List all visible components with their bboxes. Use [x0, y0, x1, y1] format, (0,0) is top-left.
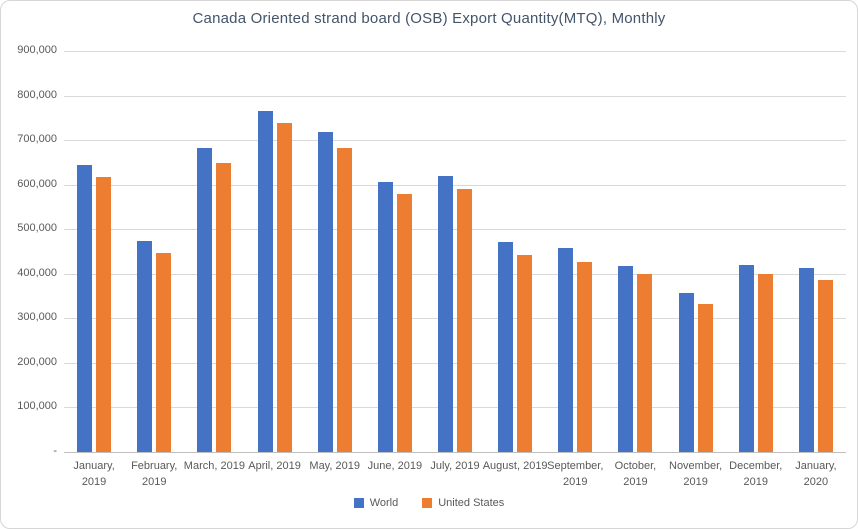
legend-item-united-states: United States	[422, 497, 504, 509]
bar-world-3	[257, 111, 273, 452]
x-axis-category-label: February, 2019	[131, 460, 178, 488]
x-axis-category-label: November, 2019	[669, 460, 723, 488]
y-axis-tick-label: 500,000	[17, 222, 57, 235]
x-axis-category-label: December, 2019	[729, 460, 783, 488]
gridline	[64, 273, 846, 275]
bar-united-states-6	[457, 189, 472, 452]
bar-united-states-9	[637, 273, 653, 452]
bar-world-2	[197, 147, 213, 452]
gridline	[64, 318, 846, 320]
bar-world-0	[77, 164, 93, 452]
bar-world-4	[317, 132, 333, 452]
x-axis-category-label: June, 2019	[367, 460, 423, 472]
gridline	[64, 184, 846, 186]
x-axis-line	[64, 452, 846, 453]
gridline	[64, 407, 846, 409]
legend-item-world: World	[353, 497, 399, 509]
bar-world-10	[678, 292, 694, 452]
bar-united-states-11	[757, 273, 773, 452]
bar-world-1	[137, 240, 153, 452]
x-axis-category-label: April, 2019	[248, 460, 301, 472]
y-axis-tick-label: 100,000	[17, 400, 57, 413]
bar-united-states-1	[156, 252, 172, 452]
x-axis-category-label: September, 2019	[547, 460, 604, 488]
gridline	[64, 51, 846, 52]
x-axis-category-label: May, 2019	[309, 460, 360, 472]
bar-world-6	[438, 175, 453, 452]
y-axis-tick-label: 200,000	[17, 355, 57, 368]
y-axis-tick-label: 900,000	[17, 44, 57, 56]
bar-world-11	[738, 265, 754, 452]
x-axis-category-label: October, 2019	[614, 460, 657, 488]
x-axis-category-label: July, 2019	[430, 460, 480, 472]
x-axis-category-label: January, 2019	[73, 460, 115, 488]
y-axis-tick-label: -	[53, 445, 57, 457]
bar-world-8	[558, 247, 574, 452]
legend-label-world: World	[369, 497, 399, 509]
gridline	[64, 229, 846, 231]
legend-label-united-states: United States	[438, 497, 505, 509]
gridline	[64, 140, 846, 142]
x-axis-category-label: August, 2019	[482, 460, 548, 472]
y-axis-tick-label: 400,000	[17, 266, 57, 279]
bar-united-states-5	[396, 194, 412, 452]
y-axis-tick-label: 600,000	[17, 177, 57, 190]
bar-united-states-10	[697, 303, 713, 452]
bar-united-states-0	[96, 177, 112, 452]
legend-swatch-world-icon	[353, 498, 364, 508]
x-axis-category-label: March, 2019	[183, 460, 245, 472]
bar-united-states-2	[216, 162, 232, 452]
y-axis-tick-label: 700,000	[17, 133, 57, 146]
legend: World United States	[1, 497, 857, 509]
y-axis-tick-label: 300,000	[17, 311, 57, 324]
y-axis-tick-label: 800,000	[17, 88, 57, 101]
chart-title: Canada Oriented strand board (OSB) Expor…	[192, 10, 666, 27]
legend-swatch-united-states-icon	[422, 498, 433, 508]
bar-united-states-7	[517, 255, 533, 452]
bar-united-states-3	[276, 123, 292, 452]
gridline	[64, 95, 846, 97]
bar-united-states-8	[577, 261, 593, 452]
bar-world-12	[798, 267, 814, 452]
bar-world-5	[377, 181, 393, 452]
bar-world-9	[618, 266, 634, 452]
bar-united-states-12	[817, 280, 833, 452]
gridline	[64, 362, 846, 364]
bar-united-states-4	[336, 147, 352, 452]
bar-world-7	[498, 242, 514, 452]
x-axis-category-label: January, 2020	[795, 460, 837, 488]
